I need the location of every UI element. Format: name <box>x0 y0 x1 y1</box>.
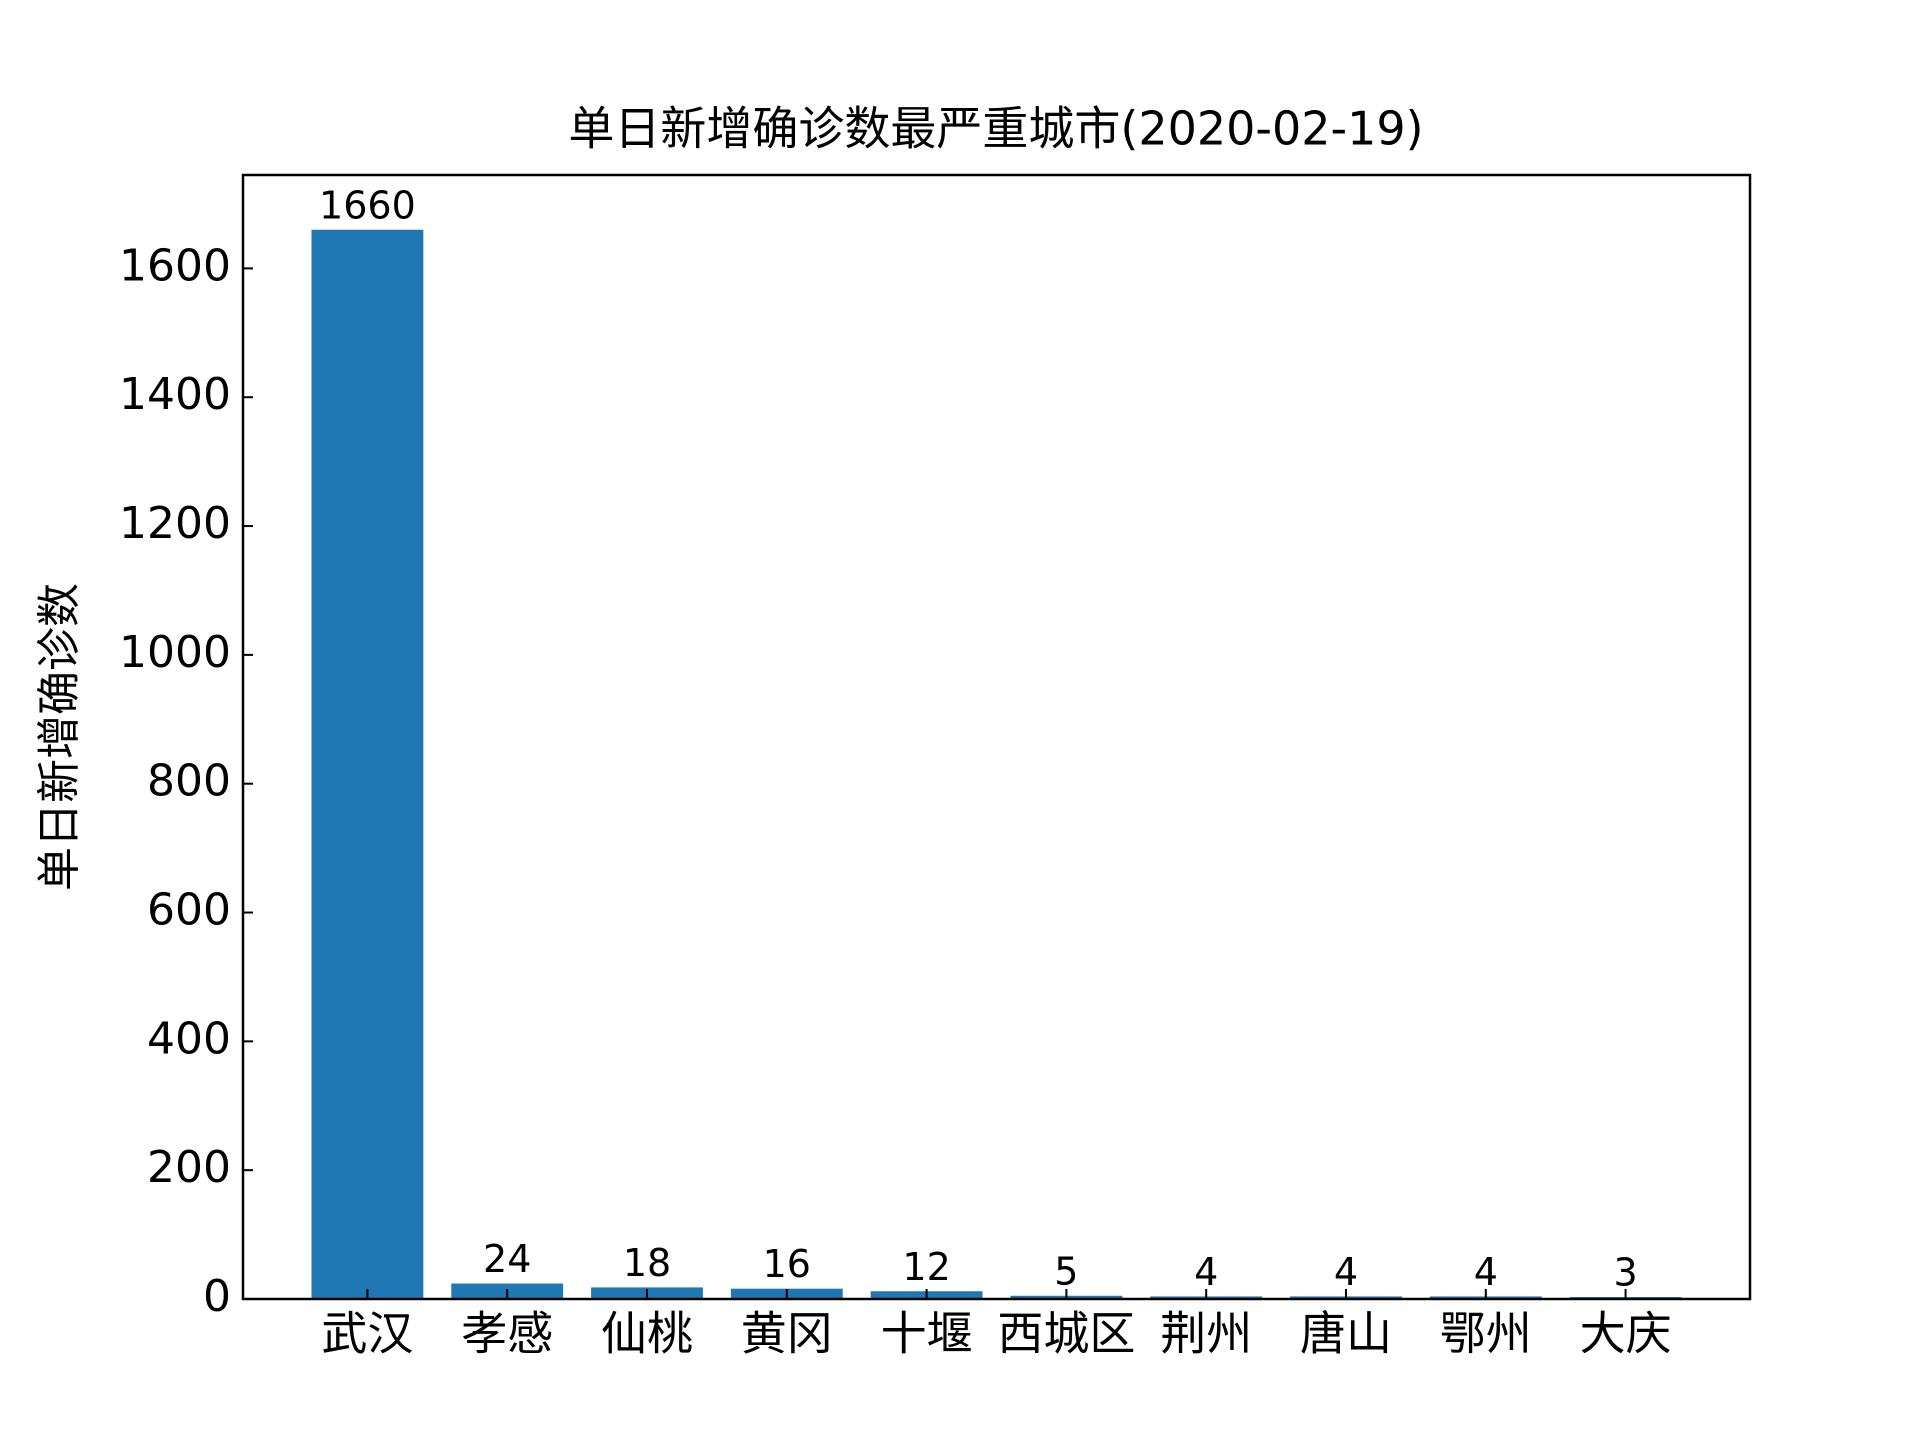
y-tick-label: 800 <box>147 756 231 807</box>
value-label: 24 <box>483 1237 531 1281</box>
value-label: 16 <box>763 1242 811 1286</box>
y-tick-label: 0 <box>203 1271 231 1322</box>
y-axis-label: 单日新增确诊数 <box>34 583 85 891</box>
x-tick-label: 仙桃 <box>601 1307 693 1361</box>
y-tick-label: 1400 <box>119 369 231 420</box>
value-label: 12 <box>902 1245 950 1289</box>
plot-frame <box>241 173 1752 1301</box>
y-tick-label: 1000 <box>119 627 231 678</box>
x-tick-label: 孝感 <box>461 1307 553 1361</box>
x-tick-label: 西城区 <box>997 1307 1135 1361</box>
value-label: 4 <box>1474 1250 1498 1294</box>
value-label: 4 <box>1194 1250 1218 1294</box>
x-tick-label: 鄂州 <box>1440 1307 1532 1361</box>
bar <box>311 229 424 1299</box>
x-tick-label: 十堰 <box>881 1307 973 1361</box>
y-tick-label: 600 <box>147 885 231 936</box>
x-tick-label: 大庆 <box>1580 1307 1672 1361</box>
y-tick-label: 1200 <box>119 498 231 549</box>
x-tick-label: 武汉 <box>321 1307 413 1361</box>
x-tick-label: 荆州 <box>1160 1307 1252 1361</box>
value-label: 4 <box>1334 1250 1358 1294</box>
value-label: 5 <box>1054 1249 1078 1293</box>
chart-title: 单日新增确诊数最严重城市(2020-02-19) <box>568 102 1423 156</box>
y-tick-label: 200 <box>147 1142 231 1193</box>
x-tick-label: 黄冈 <box>741 1307 833 1361</box>
value-label: 1660 <box>319 183 416 227</box>
value-label: 18 <box>623 1241 671 1285</box>
y-tick-label: 400 <box>147 1013 231 1064</box>
y-tick-label: 1600 <box>119 240 231 291</box>
value-label: 3 <box>1613 1251 1637 1295</box>
x-tick-label: 唐山 <box>1300 1307 1392 1361</box>
